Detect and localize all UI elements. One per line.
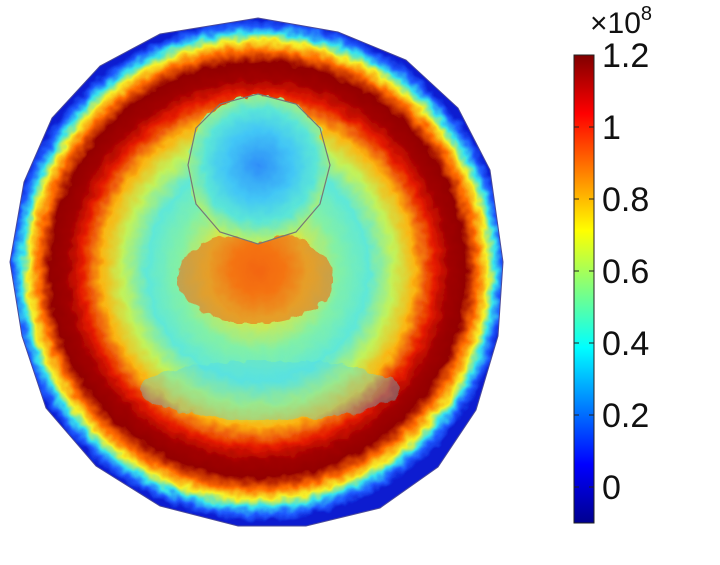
colorbar-tick-label: 0.2 <box>602 397 649 435</box>
colorbar-tick-label: 0.8 <box>602 181 649 219</box>
disk-outline <box>9 17 504 527</box>
colorbar-ticks: 0 0.2 0.4 0.6 0.8 1 1.2 <box>574 37 649 507</box>
colorbar: 0 0.2 0.4 0.6 0.8 1 1.2 ×108 <box>573 3 652 524</box>
colorbar-tick-label: 0.4 <box>602 325 649 363</box>
colorbar-tick-label: 1 <box>602 109 621 147</box>
colorbar-multiplier: ×108 <box>590 3 652 40</box>
colorbar-multiplier-exponent: 8 <box>641 3 652 25</box>
colorbar-tick-label: 0 <box>602 469 621 507</box>
colorbar-multiplier-base: ×10 <box>590 7 641 40</box>
colorbar-tick-label: 0.6 <box>602 253 649 291</box>
colorbar-tick-label: 1.2 <box>602 37 649 75</box>
inner-subdomain <box>187 93 331 245</box>
colorbar-gradient <box>573 54 595 524</box>
heatmap-disk <box>10 18 503 526</box>
